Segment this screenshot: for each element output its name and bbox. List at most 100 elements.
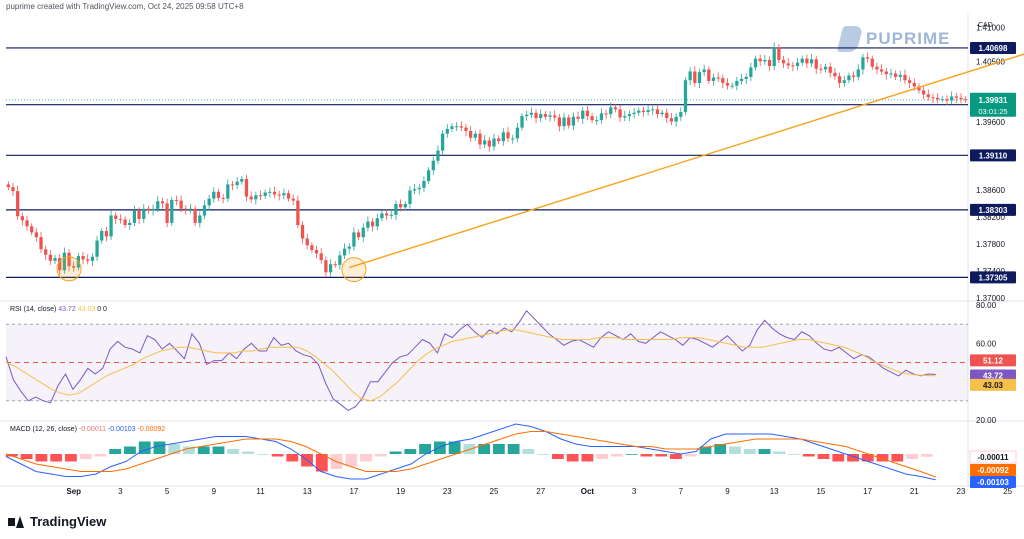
- candle-body: [62, 252, 67, 271]
- macd-histogram-bar: [419, 444, 431, 454]
- macd-histogram-bar: [906, 454, 918, 459]
- time-axis-label: 13: [303, 487, 312, 496]
- candle-body: [964, 99, 968, 101]
- macd-histogram-bar: [729, 446, 741, 454]
- macd-histogram-bar: [109, 449, 122, 454]
- macd-histogram-bar: [802, 454, 815, 457]
- candle-body: [520, 116, 524, 128]
- candle-body: [34, 232, 38, 238]
- price-tick-label: 1.37000: [976, 294, 1005, 303]
- candle-body: [394, 204, 398, 215]
- candle-body: [800, 58, 804, 63]
- candle-body: [459, 126, 463, 128]
- candle-body: [922, 90, 926, 95]
- macd-legend: MACD (12, 26, close) -0.00011 -0.00103 -…: [10, 426, 165, 433]
- time-axis-label: 3: [632, 487, 637, 496]
- candle-body: [235, 181, 239, 186]
- macd-legend-value: -0.00103: [108, 426, 138, 433]
- candle-body: [837, 76, 842, 83]
- candle-body: [571, 116, 576, 126]
- candle-body: [786, 63, 790, 66]
- candle-body: [249, 196, 253, 200]
- candle-body: [72, 266, 76, 268]
- macd-hist-badge-border: [969, 450, 1017, 464]
- candle-body: [95, 240, 99, 257]
- candle-body: [936, 97, 940, 100]
- time-axis-label: 5: [165, 487, 170, 496]
- candle-body: [272, 191, 277, 195]
- macd-histogram-bar: [537, 454, 550, 455]
- time-axis-label: 11: [256, 487, 265, 496]
- macd-histogram-bar: [920, 454, 933, 457]
- time-axis-label: 9: [725, 487, 730, 496]
- rsi-legend-value: 0: [97, 306, 103, 313]
- macd-histogram-bar: [861, 454, 874, 462]
- macd-histogram-bar: [345, 454, 358, 467]
- time-axis-label: 17: [349, 487, 358, 496]
- candle-body: [356, 232, 361, 238]
- candle-body: [585, 110, 590, 117]
- macd-histogram-bar: [286, 454, 299, 462]
- macd-histogram-bar: [153, 441, 166, 454]
- candle-body: [58, 258, 62, 271]
- candle-body: [884, 71, 888, 75]
- macd-histogram-bar: [79, 454, 92, 459]
- candle-body: [669, 118, 674, 122]
- macd-histogram-bar: [684, 454, 697, 457]
- candle-body: [473, 133, 477, 138]
- candle-body: [286, 193, 291, 199]
- candle-body: [310, 245, 314, 250]
- macd-histogram-bar: [522, 449, 535, 454]
- macd-signal-badge: -0.00092: [977, 466, 1009, 475]
- candle-body: [464, 127, 468, 131]
- candle-body: [618, 109, 622, 118]
- macd-histogram-bar: [212, 446, 225, 454]
- candle-body: [889, 73, 893, 75]
- rsi-ma-badge-bg: [970, 378, 1016, 391]
- rsi-legend-value: 43.03: [78, 306, 97, 313]
- candle-body: [44, 249, 48, 255]
- candle-body: [534, 112, 538, 119]
- macd-histogram-bar: [625, 454, 638, 455]
- watermark-text: PUPRIME: [866, 29, 951, 48]
- current-price-badge-bg: [970, 92, 1016, 117]
- candle-body: [417, 187, 421, 190]
- candle-body: [384, 213, 389, 216]
- macd-histogram-bar: [197, 446, 210, 454]
- candle-body: [30, 226, 34, 233]
- candle-body: [814, 59, 818, 69]
- candle-body: [511, 138, 515, 140]
- macd-histogram-bar: [433, 441, 446, 454]
- candle-body: [795, 62, 800, 67]
- candle-body: [81, 256, 85, 260]
- macd-histogram-bar: [581, 454, 594, 462]
- candle-body: [137, 210, 141, 219]
- level-badge-bg: [970, 271, 1016, 284]
- candle-body: [567, 117, 571, 126]
- candle-body: [506, 132, 510, 139]
- candle-body: [931, 97, 935, 99]
- time-axis-label: 21: [910, 487, 919, 496]
- candle-body: [959, 97, 963, 100]
- macd-legend-value: -0.00092: [138, 426, 166, 433]
- candle-body: [651, 109, 655, 111]
- time-axis-label: 25: [490, 487, 499, 496]
- candle-body: [492, 138, 496, 147]
- time-axis-label: 23: [443, 487, 452, 496]
- candle-body: [361, 227, 365, 238]
- candle-body: [291, 198, 295, 201]
- candle-body: [142, 208, 146, 219]
- candle-body: [380, 213, 384, 219]
- macd-histogram-bar: [448, 441, 461, 454]
- candle-body: [702, 69, 706, 73]
- rsi-midline-badge-bg: [970, 354, 1016, 367]
- candle-body: [847, 75, 851, 81]
- candle-body: [114, 215, 118, 219]
- level-badge-bg: [970, 149, 1016, 162]
- candle-body: [324, 260, 328, 273]
- candle-body: [539, 114, 543, 119]
- candle-body: [725, 82, 730, 86]
- candle-body: [893, 73, 898, 77]
- candle-body: [501, 132, 505, 142]
